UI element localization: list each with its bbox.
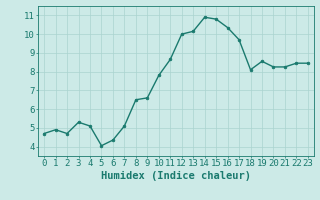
X-axis label: Humidex (Indice chaleur): Humidex (Indice chaleur) [101,171,251,181]
